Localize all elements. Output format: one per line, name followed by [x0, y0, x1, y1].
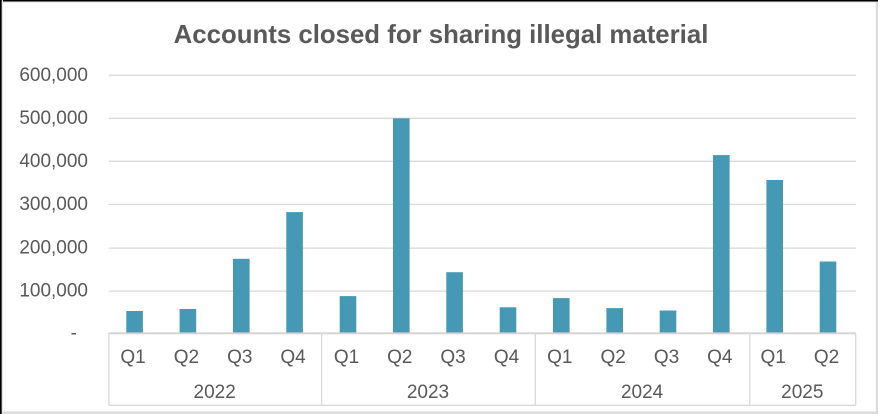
- svg-text:Q2: Q2: [387, 347, 412, 368]
- svg-text:Q1: Q1: [547, 347, 572, 368]
- svg-text:Q3: Q3: [654, 347, 679, 368]
- svg-text:Q4: Q4: [494, 347, 520, 368]
- svg-text:Q3: Q3: [227, 347, 252, 368]
- svg-text:500,000: 500,000: [19, 108, 88, 129]
- svg-text:2024: 2024: [621, 382, 664, 403]
- svg-text:300,000: 300,000: [19, 194, 88, 215]
- svg-text:100,000: 100,000: [19, 281, 88, 302]
- svg-text:Q1: Q1: [761, 347, 786, 368]
- svg-text:2025: 2025: [781, 382, 823, 403]
- svg-text:Q1: Q1: [120, 347, 145, 368]
- svg-text:2023: 2023: [407, 382, 449, 403]
- svg-text:Q3: Q3: [440, 347, 465, 368]
- svg-text:Q1: Q1: [334, 347, 359, 368]
- svg-text:Accounts closed for sharing il: Accounts closed for sharing illegal mate…: [174, 21, 709, 49]
- svg-text:Q4: Q4: [707, 347, 733, 368]
- svg-text:-: -: [71, 323, 77, 344]
- svg-text:Q2: Q2: [814, 347, 839, 368]
- svg-text:Q2: Q2: [601, 347, 626, 368]
- svg-text:600,000: 600,000: [19, 65, 88, 86]
- svg-text:2022: 2022: [194, 382, 236, 403]
- svg-text:Q2: Q2: [174, 347, 199, 368]
- svg-text:Q4: Q4: [280, 347, 306, 368]
- svg-text:400,000: 400,000: [19, 151, 88, 172]
- svg-text:200,000: 200,000: [19, 238, 88, 259]
